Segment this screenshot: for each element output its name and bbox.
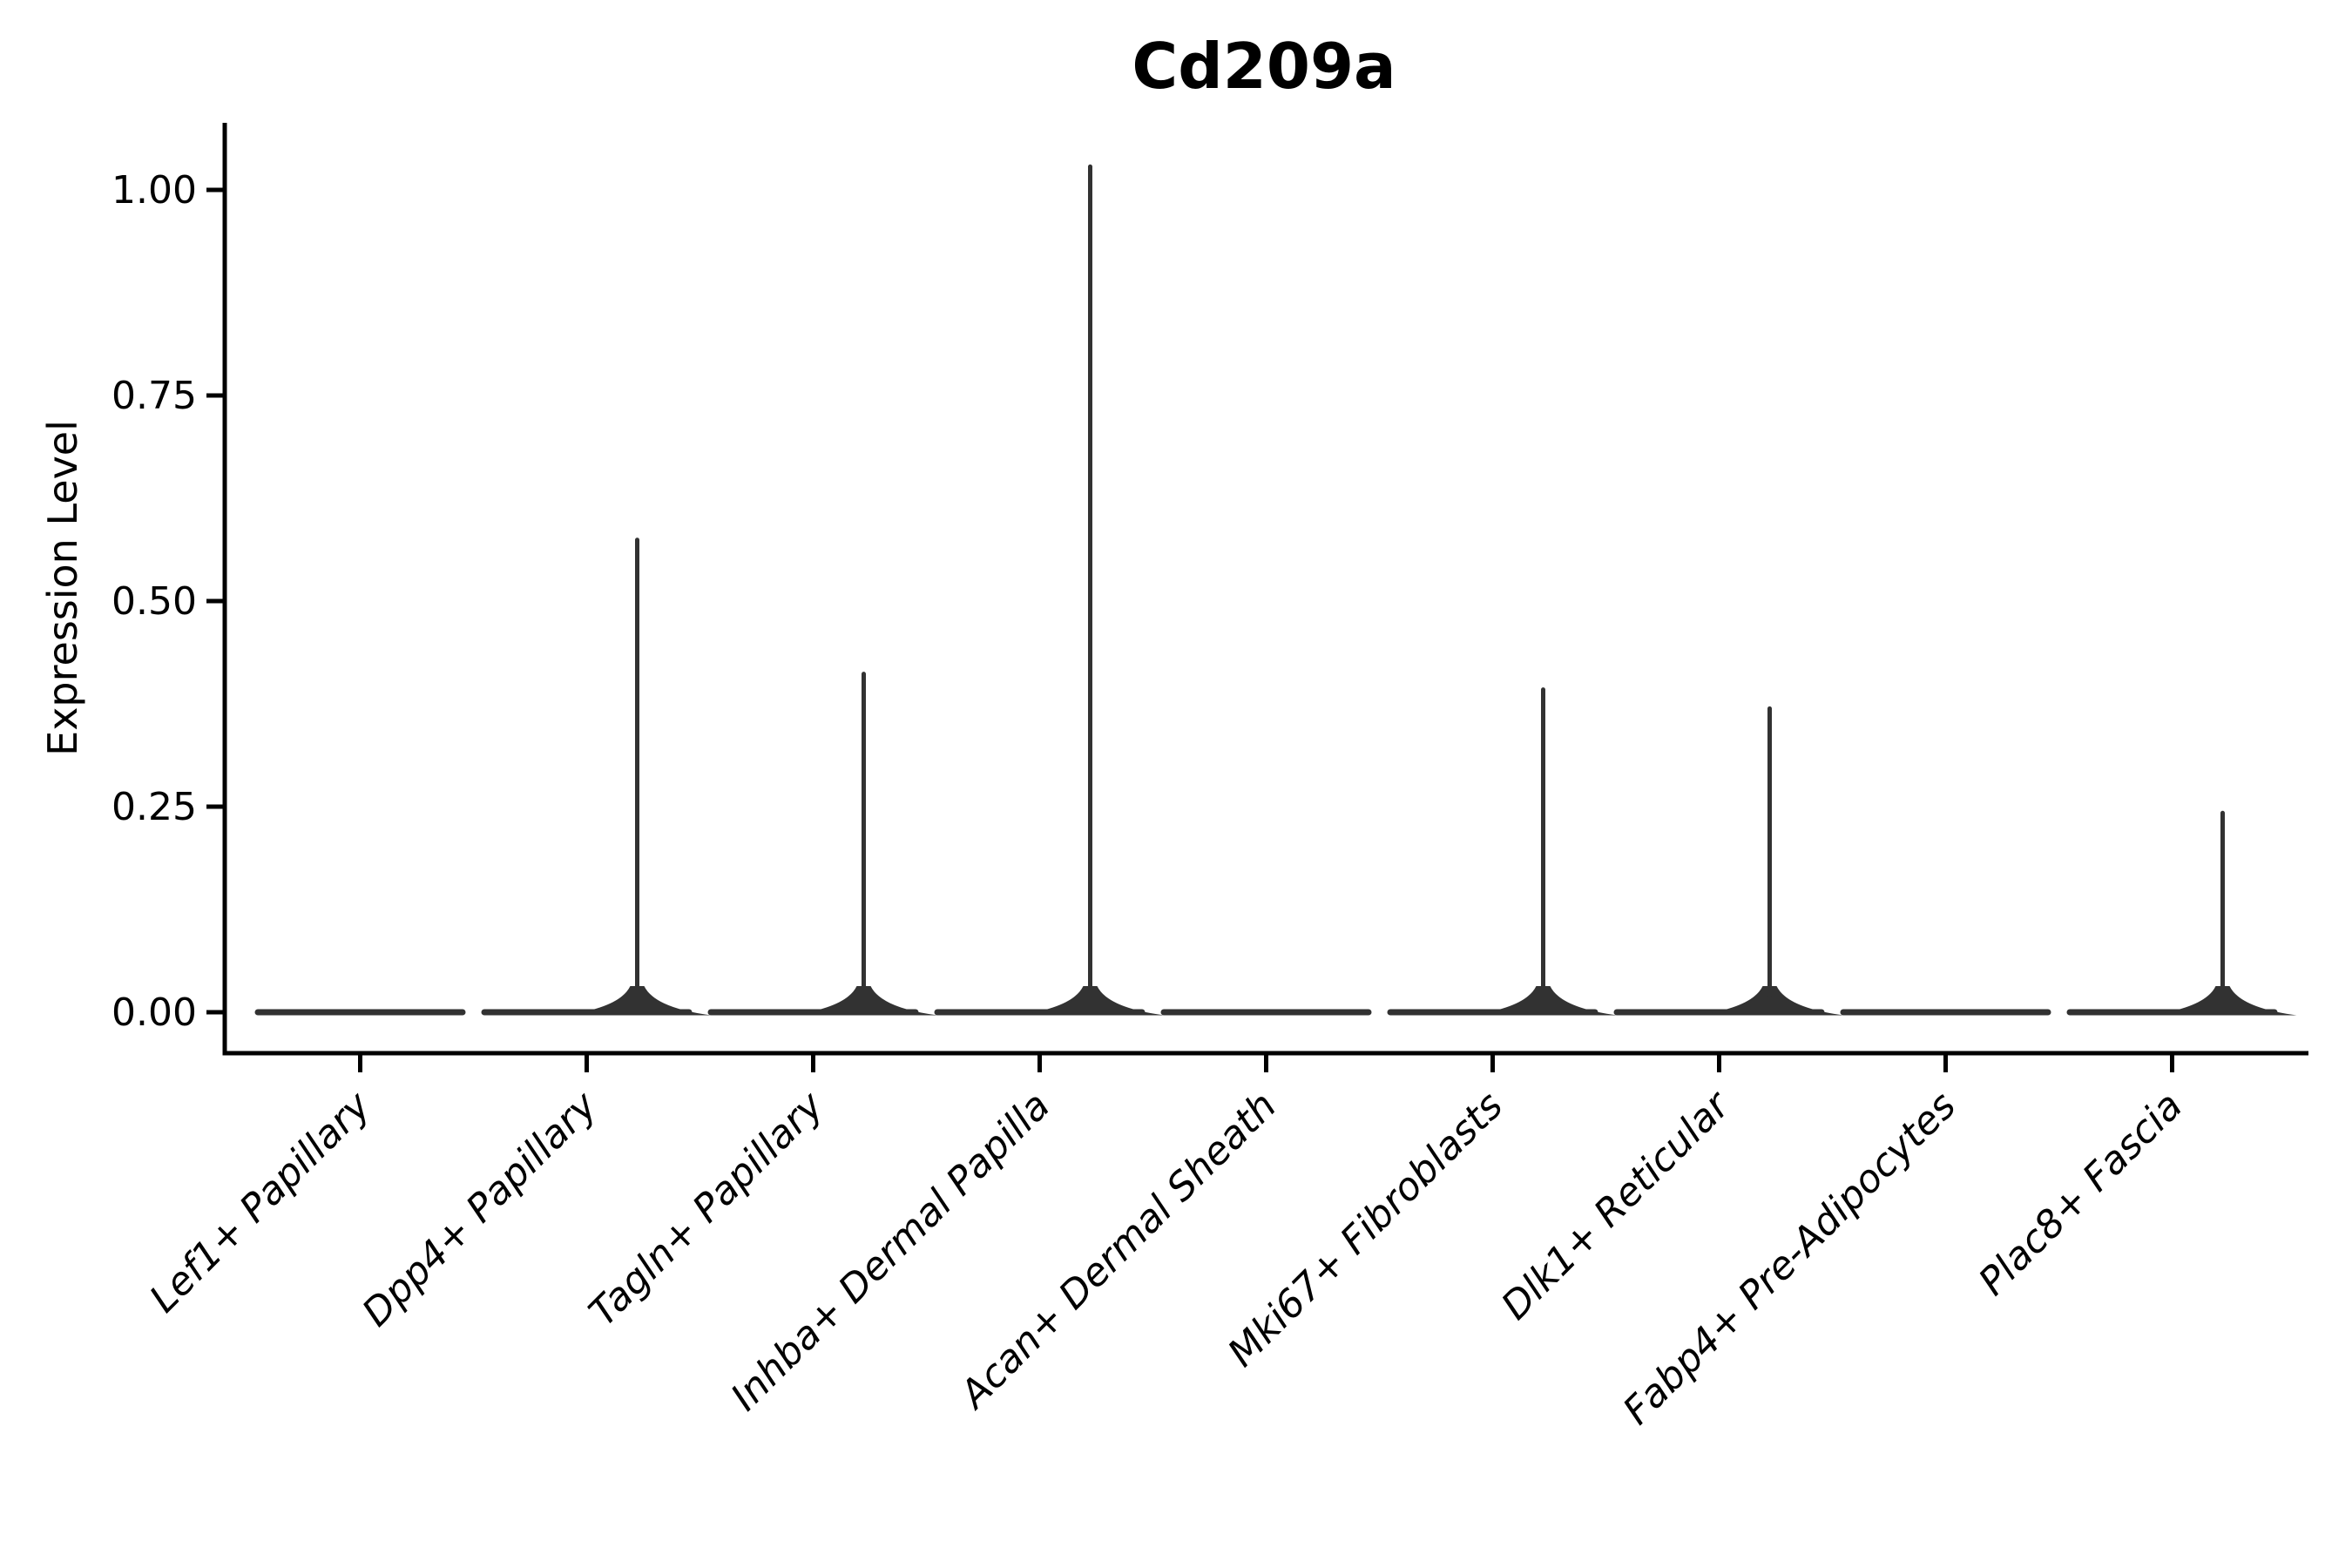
y-tick-label: 0.75 xyxy=(112,374,197,418)
violin-flare xyxy=(1016,986,1165,1016)
y-tick-label: 0.50 xyxy=(112,579,197,624)
y-tick-label: 1.00 xyxy=(112,168,197,213)
x-tick-label: Plac8+ Fascia xyxy=(1970,1084,2191,1304)
violin-flare xyxy=(1695,986,1844,1016)
chart-title: Cd209a xyxy=(1132,30,1396,103)
x-tick-label: Dpp4+ Papillary xyxy=(354,1083,606,1335)
violin-flare xyxy=(563,986,712,1016)
x-tick-label: Tagln+ Papillary xyxy=(581,1083,833,1335)
violin-flare xyxy=(2148,986,2297,1016)
x-tick-label: Lef1+ Papillary xyxy=(141,1083,380,1321)
violin-flare xyxy=(1469,986,1618,1016)
y-tick-label: 0.25 xyxy=(112,785,197,829)
y-tick-label: 0.00 xyxy=(112,990,197,1035)
violin-flare xyxy=(789,986,938,1016)
x-tick-label: Dlk1+ Reticular xyxy=(1493,1082,1740,1328)
